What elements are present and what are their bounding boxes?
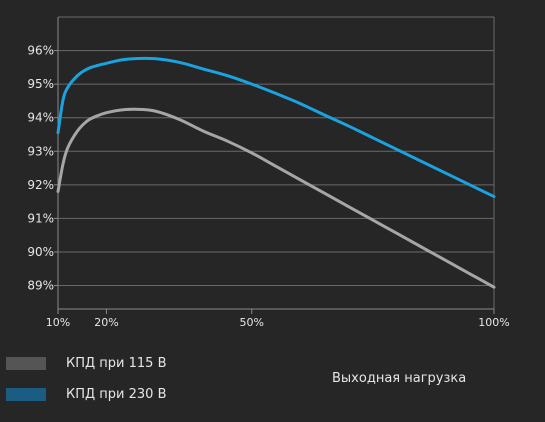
y-tick-label: 89% (27, 279, 54, 293)
legend: КПД при 115 В КПД при 230 В (6, 354, 167, 416)
legend-swatch-230v (6, 388, 46, 401)
x-tick-label: 50% (240, 316, 264, 329)
legend-item-115v: КПД при 115 В (6, 354, 167, 373)
y-axis-tick-labels: 96% 95% 94% 93% 92% 91% 90% 89% (27, 44, 54, 293)
x-tick-label: 20% (94, 316, 118, 329)
x-tick-label: 10% (46, 316, 70, 329)
efficiency-chart: 96% 95% 94% 93% 92% 91% 90% 89% 10% 20% 50% 100% (27, 16, 510, 329)
y-tick-label: 95% (27, 77, 54, 91)
series-lines (56, 56, 496, 289)
legend-item-230v: КПД при 230 В (6, 385, 167, 404)
y-tick-label: 93% (27, 144, 54, 158)
legend-label-230v: КПД при 230 В (66, 387, 167, 402)
x-axis-label: Выходная нагрузка (332, 371, 467, 386)
grid-lines (54, 16, 495, 314)
y-tick-label: 90% (27, 245, 54, 259)
legend-label-115v: КПД при 115 В (66, 356, 167, 371)
y-tick-label: 92% (27, 178, 54, 192)
x-tick-label: 100% (478, 316, 509, 329)
legend-swatch-115v (6, 357, 46, 370)
y-tick-label: 94% (27, 111, 54, 125)
series-line-230v (56, 56, 496, 199)
y-tick-label: 91% (27, 211, 54, 225)
x-axis-tick-labels: 10% 20% 50% 100% (46, 316, 510, 329)
y-tick-label: 96% (27, 44, 54, 58)
series-line-115v (56, 107, 496, 289)
